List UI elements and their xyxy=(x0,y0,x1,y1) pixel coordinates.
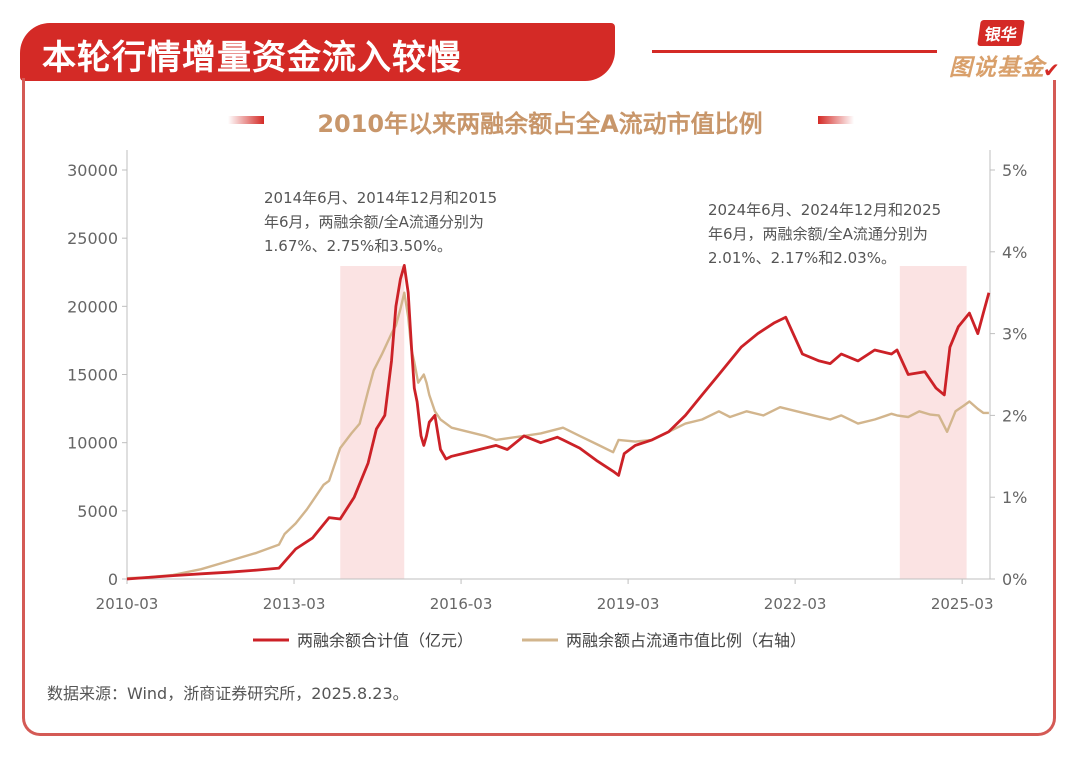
y-left-tick-label: 15000 xyxy=(67,366,118,385)
header-divider xyxy=(652,50,937,53)
page-title: 本轮行情增量资金流入较慢 xyxy=(42,38,462,78)
y-left-tick-label: 0 xyxy=(108,570,118,589)
x-tick-label: 2022-03 xyxy=(764,595,827,613)
y-right-tick-label: 5% xyxy=(1002,161,1027,180)
brand-logo: 银华 图说基金 ✔ xyxy=(945,18,1065,83)
y-right-tick-label: 2% xyxy=(1002,406,1027,425)
series-line-1 xyxy=(126,263,991,581)
chart-title: 2010年以来两融余额占全A流动市值比例 xyxy=(317,110,763,138)
y-left-tick-label: 20000 xyxy=(67,297,118,316)
y-right-tick-label: 4% xyxy=(1002,243,1027,262)
annotation-2-line: 2024年6月、2024年12月和2025 xyxy=(708,201,941,219)
frame-corner xyxy=(22,78,25,84)
annotation-1-line: 1.67%、2.75%和3.50%。 xyxy=(264,237,452,255)
title-decoration-left xyxy=(228,116,264,124)
y-right-tick-label: 3% xyxy=(1002,325,1027,344)
y-right-tick-label: 1% xyxy=(1002,488,1027,507)
brand-logo-bottom: 图说基金 xyxy=(949,55,1045,81)
x-tick-label: 2010-03 xyxy=(96,595,159,613)
highlight-band-2 xyxy=(899,266,967,579)
y-left-tick-label: 30000 xyxy=(67,161,118,180)
x-tick-label: 2013-03 xyxy=(263,595,326,613)
y-left-tick-label: 10000 xyxy=(67,434,118,453)
legend-label-2: 两融余额占流通市值比例（右轴） xyxy=(566,631,806,650)
title-decoration-right xyxy=(818,116,854,124)
annotation-2-line: 2.01%、2.17%和2.03%。 xyxy=(708,249,896,267)
y-left-tick-label: 5000 xyxy=(77,502,118,521)
y-left-tick-label: 25000 xyxy=(67,229,118,248)
y-right-tick-label: 0% xyxy=(1002,570,1027,589)
x-tick-label: 2016-03 xyxy=(430,595,493,613)
annotation-2-line: 年6月，两融余额/全A流通分别为 xyxy=(708,225,928,243)
x-tick-label: 2025-03 xyxy=(931,595,994,613)
annotation-1-line: 2014年6月、2014年12月和2015 xyxy=(264,189,497,207)
content-frame xyxy=(22,80,1056,736)
legend-label-1: 两融余额合计值（亿元） xyxy=(297,631,473,650)
annotation-1-line: 年6月，两融余额/全A流通分别为 xyxy=(264,213,484,231)
source-note: 数据来源：Wind，浙商证券研究所，2025.8.23。 xyxy=(47,684,409,703)
header-banner xyxy=(20,23,615,81)
series-line-2 xyxy=(126,291,989,580)
check-icon: ✔ xyxy=(1043,58,1060,82)
x-tick-label: 2019-03 xyxy=(597,595,660,613)
